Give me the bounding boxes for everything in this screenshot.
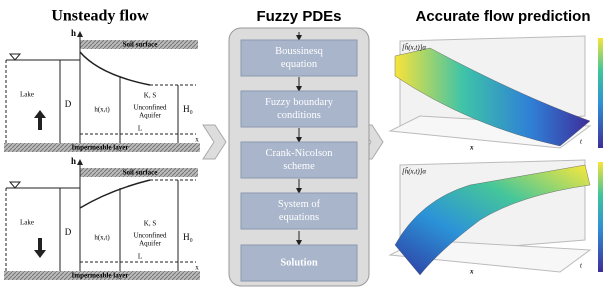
middle-title: Fuzzy PDEs	[256, 8, 341, 25]
h-label: h	[71, 156, 76, 166]
lake-label: Lake	[20, 91, 34, 99]
aquifer-label: Aquifer	[139, 240, 161, 248]
z-label: [h̃(x,t)]α	[402, 168, 426, 176]
t-axis-label: t	[580, 138, 583, 146]
d-label: D	[65, 99, 72, 109]
impermeable-label: Impermeable layer	[72, 272, 129, 280]
ks-label: K, S	[144, 92, 157, 100]
chevron	[203, 125, 226, 159]
d-label: D	[65, 227, 72, 237]
step-text: conditions	[277, 110, 321, 121]
lake-label: Lake	[20, 219, 34, 227]
aquifer-label: Aquifer	[139, 112, 161, 120]
x-label: x	[195, 264, 199, 272]
aquifer-label: Unconfined	[133, 104, 167, 112]
step-text: equation	[281, 59, 318, 70]
step-text: scheme	[283, 161, 315, 172]
aquifer-label: Unconfined	[133, 232, 167, 240]
z-label: [h̃(x,t)]α	[402, 44, 426, 52]
ks-label: K, S	[144, 220, 157, 228]
colorbar	[598, 162, 603, 272]
soil-label: Soil surface	[123, 41, 158, 49]
step-text: Boussinesq	[275, 46, 324, 57]
step-text: equations	[279, 212, 319, 223]
x-axis-label: x	[469, 144, 474, 152]
t-axis-label: t	[580, 262, 583, 270]
step-text: System of	[278, 199, 321, 210]
step-text: Crank-Nicolson	[265, 148, 333, 159]
x-axis-label: x	[469, 268, 474, 276]
right-title: Accurate flow prediction	[415, 8, 590, 25]
hxt-label: h(x,t)	[94, 234, 110, 242]
colorbar	[598, 38, 603, 148]
h0-label: H₀	[183, 232, 193, 242]
soil-label: Soil surface	[123, 169, 158, 177]
impermeable-label: Impermeable layer	[72, 144, 129, 152]
h0-label: H₀	[183, 104, 193, 114]
left-title: Unsteady flow	[51, 8, 149, 25]
l-label: L	[138, 253, 142, 261]
hxt-label: h(x,t)	[94, 106, 110, 114]
graphical-abstract: Unsteady flow Fuzzy PDEs Accurate flow p…	[0, 0, 609, 291]
h-label: h	[71, 28, 76, 38]
x-label: x	[195, 136, 199, 144]
l-label: L	[138, 125, 142, 133]
step-text: Solution	[280, 257, 318, 268]
step-text: Fuzzy boundary	[265, 97, 334, 108]
